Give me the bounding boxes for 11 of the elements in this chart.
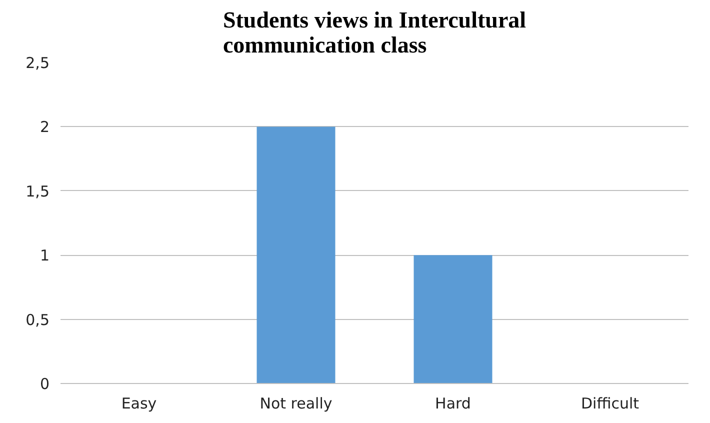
y-tick-label: 0	[40, 375, 50, 393]
y-tick-label: 1	[40, 246, 50, 265]
x-tick-label: Hard	[435, 394, 471, 412]
y-tick-label: 1,5	[26, 182, 50, 200]
chart-title: Students views in Intercultural communication class	[222, 8, 526, 58]
y-tick-label: 0,5	[26, 310, 50, 329]
x-tick-label: Not really	[260, 394, 332, 412]
y-tick-label: 2,5	[26, 54, 50, 72]
x-tick-label: Difficult	[580, 394, 640, 412]
x-tick-label: Easy	[121, 394, 157, 412]
y-tick-label: 2	[40, 118, 50, 136]
